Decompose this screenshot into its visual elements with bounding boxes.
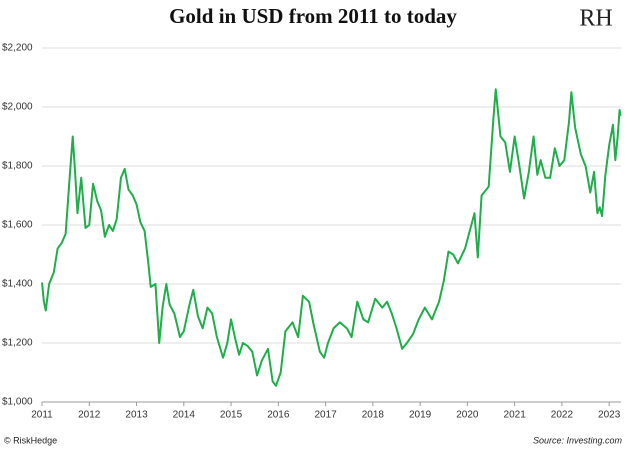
- price-line: [41, 88, 622, 387]
- y-tick-label: $2,000: [2, 102, 33, 113]
- chart-title: Gold in USD from 2011 to today: [169, 4, 457, 28]
- logo: RH: [579, 6, 612, 32]
- y-tick-label: $2,200: [2, 43, 33, 54]
- x-tick-label: 2012: [78, 410, 101, 421]
- footer-right: Source: Investing.com: [533, 435, 623, 445]
- x-tick-label: 2011: [31, 410, 53, 421]
- x-tick-label: 2019: [409, 410, 432, 421]
- x-tick-label: 2015: [220, 410, 243, 421]
- y-tick-label: $1,800: [2, 161, 33, 172]
- y-tick-label: $1,600: [2, 220, 33, 231]
- x-tick-label: 2017: [314, 410, 337, 421]
- x-tick-label: 2018: [362, 410, 385, 421]
- x-tick-label: 2020: [456, 410, 479, 421]
- x-tick-label: 2023: [598, 410, 621, 421]
- y-tick-label: $1,400: [2, 279, 33, 290]
- x-tick-label: 2021: [504, 410, 527, 421]
- y-tick-label: $1,200: [2, 338, 33, 349]
- x-tick-label: 2016: [267, 410, 290, 421]
- x-tick-label: 2013: [125, 410, 148, 421]
- footer-left: © RiskHedge: [4, 435, 57, 445]
- x-tick-label: 2022: [551, 410, 574, 421]
- x-tick-label: 2014: [173, 410, 196, 421]
- y-tick-label: $1,000: [2, 397, 33, 408]
